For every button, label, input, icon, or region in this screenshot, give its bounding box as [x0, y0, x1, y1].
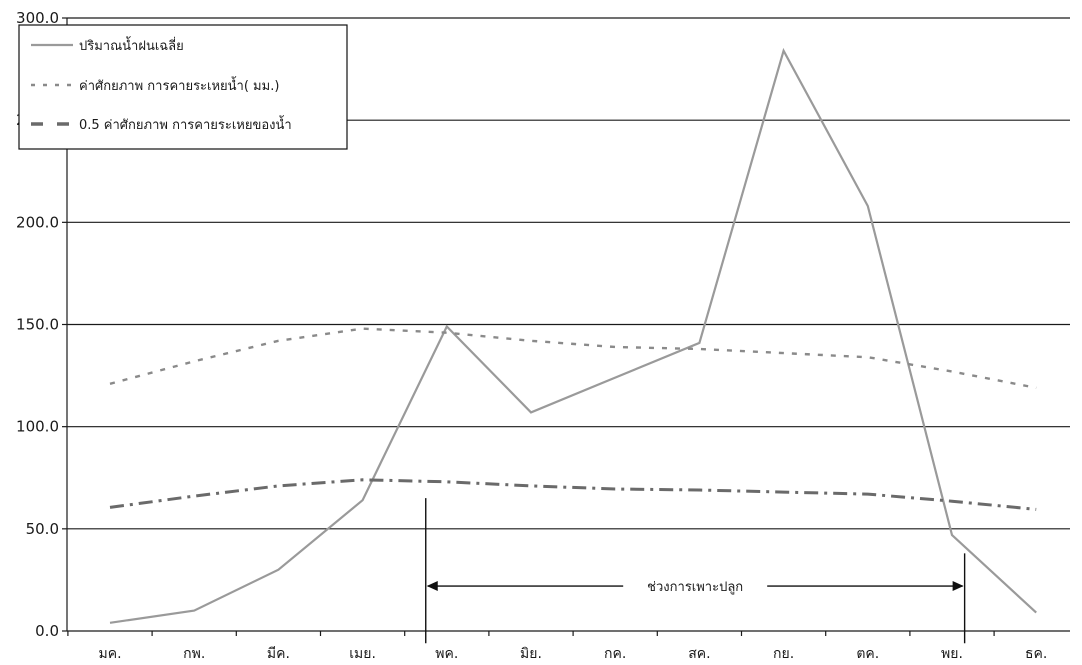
x-tick-label: พย.: [941, 646, 963, 662]
y-tick-label: 0.0: [35, 622, 59, 640]
x-tick-label: มค.: [98, 646, 121, 662]
legend-label-1: ปริมาณน้ำฝนเฉลี่ย: [79, 36, 184, 54]
x-tick-label: กค.: [604, 646, 626, 662]
y-tick-label: 150.0: [16, 316, 59, 334]
x-tick-label: มีค.: [267, 646, 290, 662]
season-label: ช่วงการเพาะปลูก: [647, 580, 743, 595]
arrowhead-right: [952, 581, 964, 592]
legend-label-3: 0.5 ค่าศักยภาพ การคายระเหยของน้ำ: [79, 115, 292, 133]
legend-label-2: ค่าศักยภาพ การคายระเหยน้ำ( มม.): [79, 76, 279, 94]
x-tick-label: สค.: [688, 646, 710, 662]
y-tick-label: 300.0: [16, 9, 59, 27]
series-line-1: [109, 47, 1037, 624]
arrowhead-left: [426, 581, 438, 592]
legend: ปริมาณน้ำฝนเฉลี่ยค่าศักยภาพ การคายระเหยน…: [18, 24, 348, 150]
x-tick-label: ธค.: [1025, 646, 1047, 662]
y-tick-label: 50.0: [26, 520, 59, 538]
x-tick-label: กย.: [773, 646, 794, 662]
legend-box: [18, 24, 348, 150]
tick-labels: 0.050.0100.0150.0200.0250.0300.0มค.กพ.มี…: [16, 9, 1047, 662]
x-tick-label: เมย.: [349, 646, 376, 662]
x-tick-label: กพ.: [183, 646, 205, 662]
series-line-3: [109, 478, 1037, 511]
x-tick-label: มิย.: [520, 646, 542, 662]
series-line-2: [109, 327, 1037, 389]
x-tick-label: พค.: [435, 646, 458, 662]
growing-season-annotation: ช่วงการเพาะปลูก: [425, 498, 966, 644]
series-lines: [109, 47, 1037, 624]
y-tick-label: 100.0: [16, 418, 59, 436]
y-tick-label: 200.0: [16, 213, 59, 231]
x-tick-label: ตค.: [856, 646, 879, 662]
